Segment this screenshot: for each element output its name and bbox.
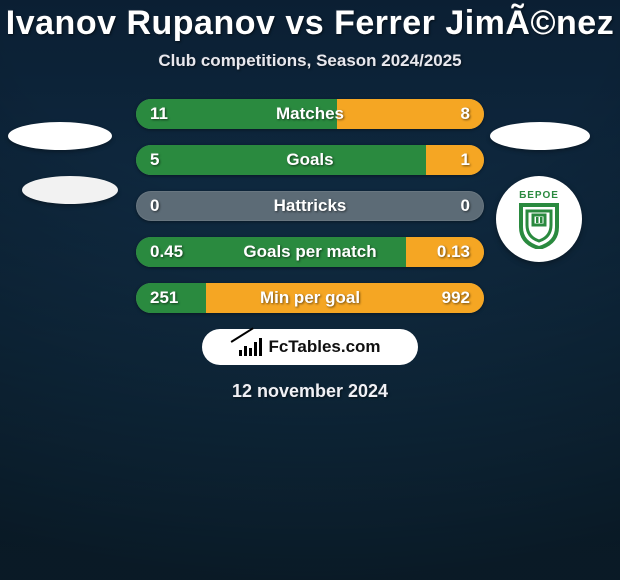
stat-value-left: 0: [150, 191, 159, 221]
stat-row: Min per goal251 992: [0, 283, 620, 313]
footer-attribution: FcTables.com: [202, 329, 418, 365]
stat-value-left: 11: [150, 99, 168, 129]
footer-text: FcTables.com: [268, 337, 380, 357]
page-title: Ivanov Rupanov vs Ferrer JimÃ©nez: [0, 4, 620, 43]
stat-label: Goals: [0, 145, 620, 175]
stat-row: Goals per match0.45 0.13: [0, 237, 620, 267]
date-text: 12 november 2024: [0, 381, 620, 402]
stat-value-right: 8: [461, 99, 470, 129]
bar-chart-icon: [239, 338, 262, 356]
stat-value-left: 5: [150, 145, 159, 175]
stat-value-right: 1: [461, 145, 470, 175]
stat-row: Matches11 8: [0, 99, 620, 129]
infographic-container: Ivanov Rupanov vs Ferrer JimÃ©nez Club c…: [0, 0, 620, 580]
stat-row: Hattricks0 0: [0, 191, 620, 221]
stat-label: Matches: [0, 99, 620, 129]
stat-value-right: 992: [442, 283, 470, 313]
stat-label: Hattricks: [0, 191, 620, 221]
stat-row: Goals5 1: [0, 145, 620, 175]
stat-label: Min per goal: [0, 283, 620, 313]
stat-value-left: 251: [150, 283, 178, 313]
stat-value-right: 0: [461, 191, 470, 221]
stat-value-right: 0.13: [437, 237, 470, 267]
subtitle: Club competitions, Season 2024/2025: [0, 51, 620, 71]
stat-value-left: 0.45: [150, 237, 183, 267]
stat-label: Goals per match: [0, 237, 620, 267]
comparison-chart: БЕРОЕ Matches118Goals51Hattricks00Goals …: [0, 99, 620, 313]
